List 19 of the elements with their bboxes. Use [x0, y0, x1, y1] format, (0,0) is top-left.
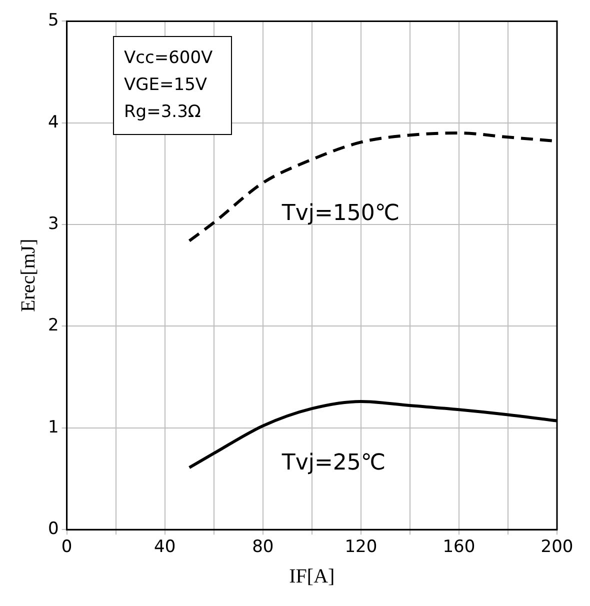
y-tick-label: 3: [48, 214, 59, 234]
x-tick-label: 40: [154, 537, 176, 558]
x-tick-label: 0: [61, 537, 72, 558]
x-axis-title: IF[A]: [289, 565, 335, 588]
y-tick-label: 4: [48, 112, 59, 132]
annotation: Rg=3.3Ω: [124, 101, 202, 124]
series-label: Tvj=150℃: [280, 201, 400, 226]
x-tick-label: 80: [252, 537, 274, 558]
y-tick-label: 1: [48, 417, 59, 438]
x-tick-label: 120: [344, 537, 378, 558]
y-tick-label: 5: [48, 10, 59, 31]
annotation: Vcc=600V: [124, 47, 213, 70]
y-axis-title: Erec[mJ]: [17, 238, 40, 312]
series-label: Tvj=25℃: [280, 450, 386, 476]
x-tick-label: 200: [540, 537, 574, 558]
annotation: VGE=15V: [124, 74, 208, 97]
x-tick-label: 160: [442, 537, 476, 558]
y-tick-label: 2: [48, 316, 59, 336]
y-tick-label: 0: [48, 519, 59, 540]
